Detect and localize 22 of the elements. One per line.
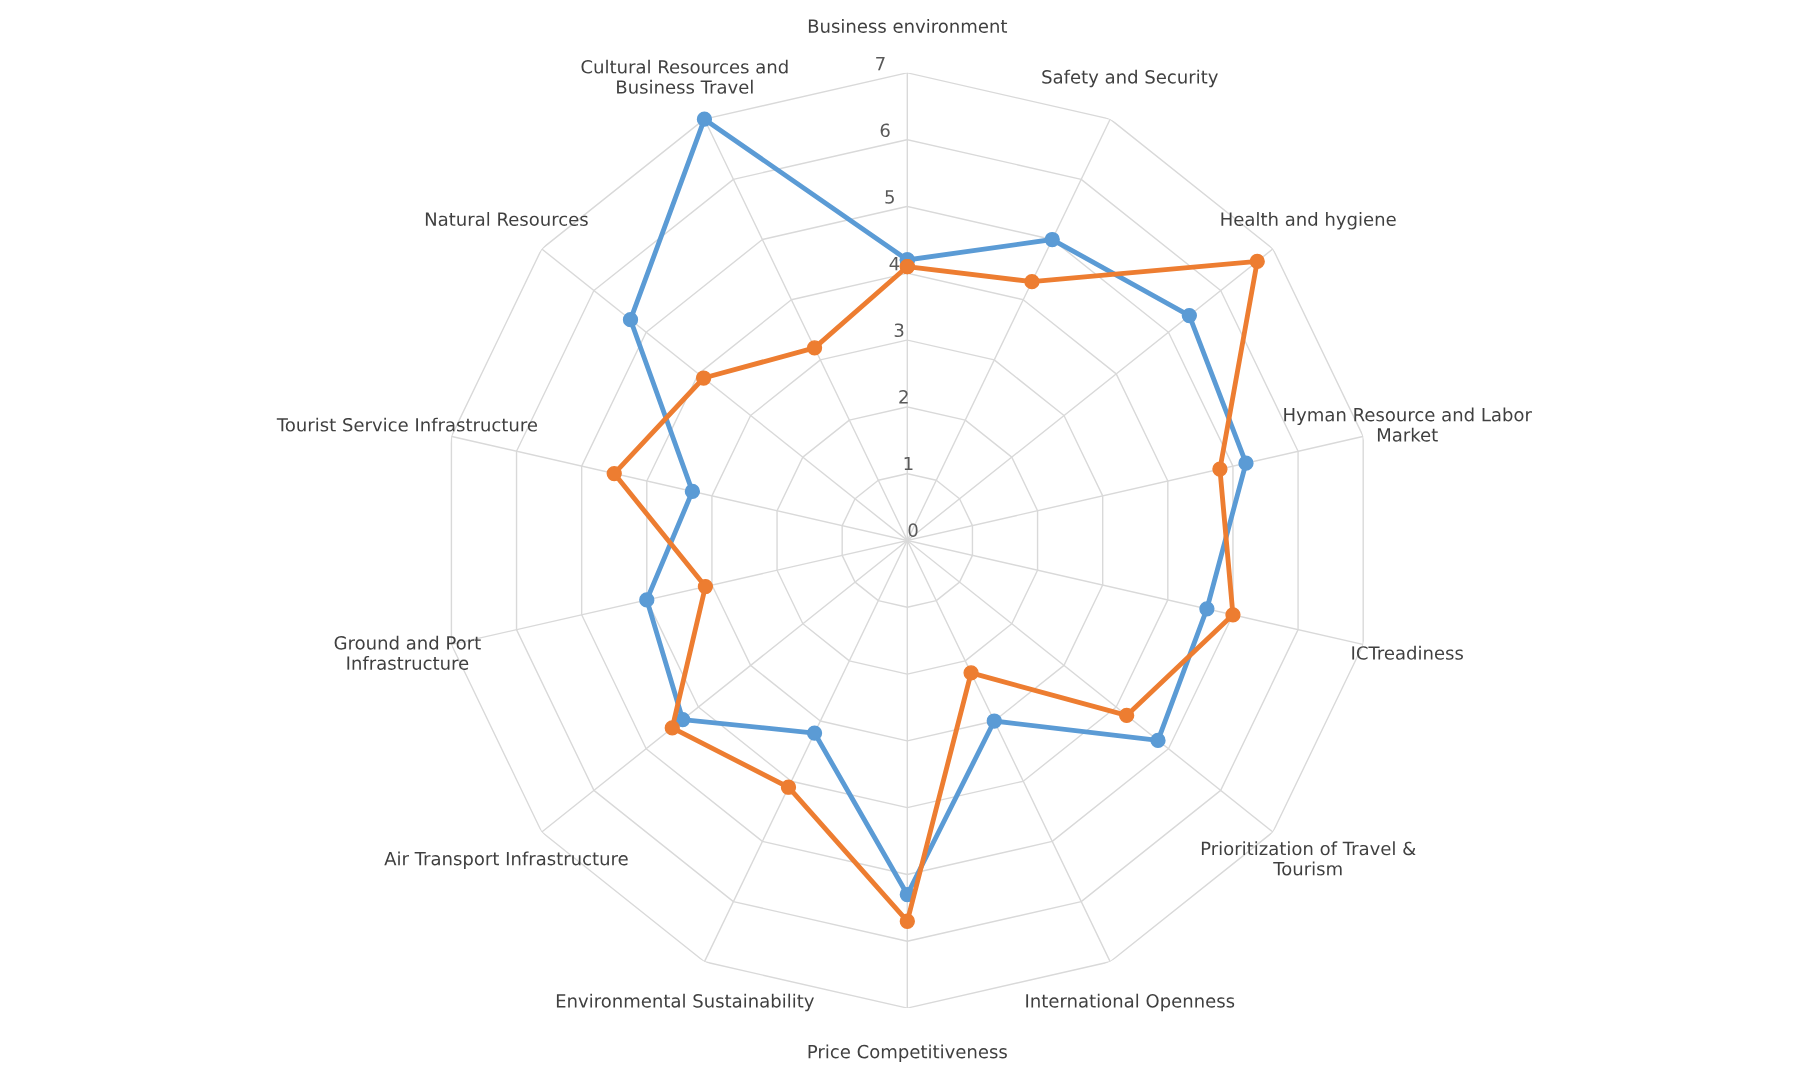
y-tick-label: 7 (876, 57, 885, 71)
spoke-label: Cultural Resources and Business Travel (581, 59, 788, 94)
y-tick-label: 1 (904, 456, 913, 471)
spoke-label: ICTreadiness (1352, 645, 1463, 660)
y-tick-label: 4 (889, 256, 900, 271)
y-tick-label: 6 (880, 123, 890, 138)
spoke-label: Health and hygiene (1221, 212, 1396, 230)
spoke-label: Price Competitiveness (808, 1044, 1007, 1062)
spoke-label: International Openness (1026, 993, 1235, 1012)
spoke-label: Ground and Port Infrastructure (334, 635, 481, 670)
y-tick-label: 5 (885, 190, 894, 204)
y-tick-label: 0 (908, 523, 918, 537)
y-tick-label: 2 (899, 390, 908, 404)
spoke-label: Environmental Sustainability (556, 993, 814, 1012)
spoke-label: Air Transport Infrastructure (384, 851, 628, 869)
spoke-label: Hyman Resource and Labor Market (1284, 407, 1532, 442)
spoke-label: Tourist Service Infrastructure (276, 417, 538, 432)
spoke-label: Prioritization of Travel & Tourism (1201, 841, 1416, 876)
spoke-label: Safety and Security (1042, 69, 1218, 88)
spoke-label: Natural Resources (425, 212, 588, 226)
y-tick-label: 3 (894, 323, 904, 338)
spoke-label: Business environment (808, 18, 1008, 33)
